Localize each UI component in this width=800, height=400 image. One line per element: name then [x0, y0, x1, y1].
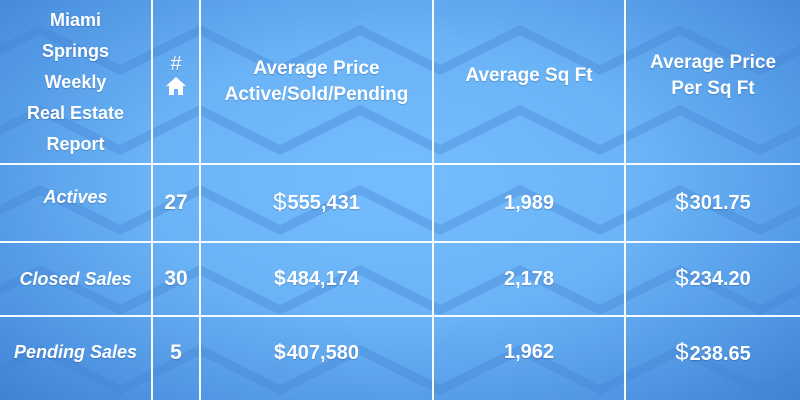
- row-label-text: Pending Sales: [13, 342, 138, 362]
- currency-symbol: $: [675, 265, 689, 292]
- count-actives: 27: [153, 165, 201, 243]
- title-line: Report: [46, 134, 105, 154]
- title-line: Weekly: [44, 72, 107, 92]
- avg-sqft-value: 1,962: [503, 341, 555, 363]
- price-per-sqft-value: 238.65: [689, 342, 751, 365]
- count-value: 5: [170, 340, 182, 364]
- price-per-sqft-closed-sales: $234.20: [626, 243, 800, 317]
- avg-price-closed-sales: $484,174: [201, 243, 434, 317]
- count-header: #: [153, 0, 201, 165]
- avg-price-value: 484,174: [286, 267, 359, 290]
- currency-symbol: $: [675, 189, 689, 216]
- price-per-sqft-pending-sales: $238.65: [626, 317, 800, 400]
- currency-symbol: $: [274, 267, 286, 290]
- count-pending-sales: 5: [153, 317, 201, 400]
- avg-sqft-pending-sales: 1,962: [434, 317, 626, 400]
- title-line: Real Estate: [26, 103, 125, 123]
- count-header-symbol: #: [170, 52, 182, 75]
- row-label-closed-sales: Closed Sales: [0, 243, 153, 317]
- count-closed-sales: 30: [153, 243, 201, 317]
- currency-symbol: $: [675, 338, 689, 366]
- avg-price-header: Average Price Active/Sold/Pending: [201, 0, 434, 165]
- row-label-actives: Actives: [0, 165, 153, 243]
- house-icon: [166, 76, 186, 95]
- avg-sqft-closed-sales: 2,178: [434, 243, 626, 317]
- currency-symbol: $: [274, 340, 286, 364]
- row-label-text: Actives: [43, 186, 108, 207]
- avg-price-per-sqft-header-line2: Per Sq Ft: [671, 77, 755, 99]
- avg-price-value: 555,431: [287, 191, 360, 214]
- currency-symbol: $: [273, 189, 287, 216]
- title-line: Springs: [41, 41, 109, 61]
- avg-price-per-sqft-header-line1: Average Price: [649, 51, 777, 73]
- price-per-sqft-value: 301.75: [689, 191, 751, 214]
- avg-sqft-header-label: Average Sq Ft: [465, 64, 593, 86]
- avg-price-pending-sales: $407,580: [201, 317, 434, 400]
- avg-sqft-actives: 1,989: [434, 165, 626, 243]
- avg-price-actives: $555,431: [201, 165, 434, 243]
- price-per-sqft-actives: $301.75: [626, 165, 800, 243]
- avg-price-value: 407,580: [286, 341, 359, 364]
- avg-sqft-header: Average Sq Ft: [434, 0, 626, 165]
- avg-price-header-line2: Active/Sold/Pending: [224, 83, 409, 105]
- price-per-sqft-value: 234.20: [689, 267, 751, 290]
- title-line: Miami: [49, 10, 101, 30]
- avg-price-per-sqft-header: Average Price Per Sq Ft: [626, 0, 800, 165]
- row-label-text: Closed Sales: [19, 268, 132, 289]
- avg-price-header-line1: Average Price: [253, 57, 380, 79]
- row-label-pending-sales: Pending Sales: [0, 317, 153, 400]
- report-title: Miami Springs Weekly Real Estate Report: [0, 0, 153, 165]
